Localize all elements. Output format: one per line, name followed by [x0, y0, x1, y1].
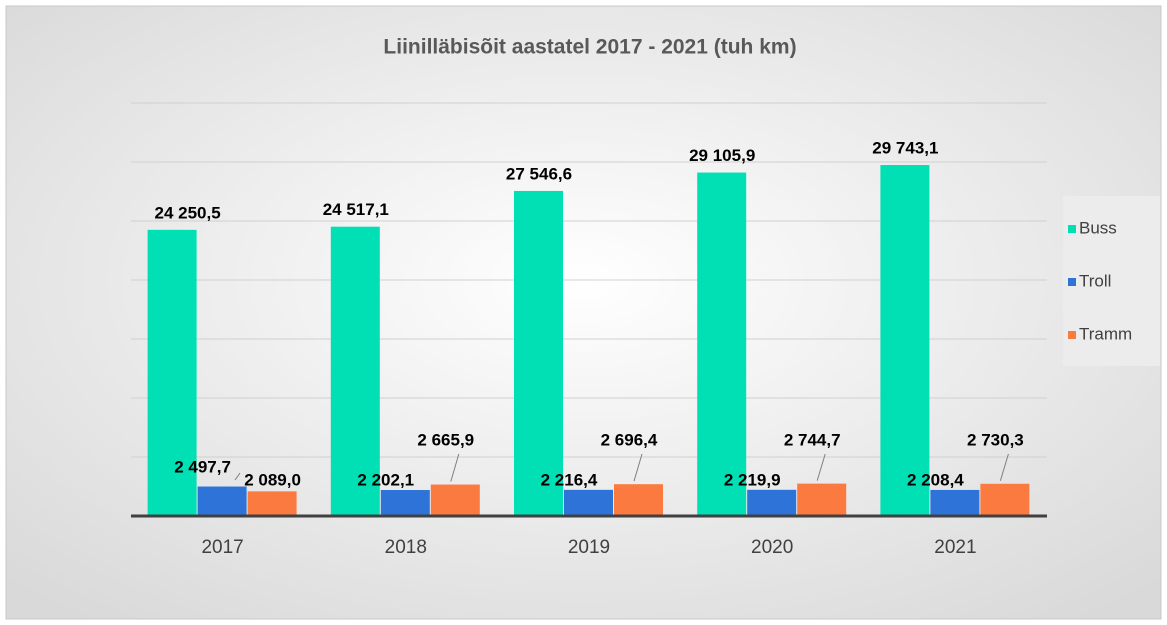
bar [697, 172, 747, 516]
legend-swatch [1068, 331, 1076, 339]
x-tick-label: 2019 [568, 537, 610, 558]
data-label: 29 105,9 [689, 146, 755, 165]
data-label: 2 089,0 [244, 470, 301, 489]
bar [980, 483, 1030, 516]
legend-label: Tramm [1079, 324, 1132, 343]
data-label: 29 743,1 [872, 139, 938, 158]
data-label: 2 497,7 [174, 457, 231, 476]
bar [614, 484, 663, 516]
bar [564, 489, 613, 516]
x-tick-label: 2017 [201, 537, 243, 558]
data-label: 2 744,7 [784, 430, 841, 449]
bar [930, 489, 980, 516]
data-label: 24 517,1 [323, 200, 389, 219]
data-label: 2 208,4 [907, 470, 964, 489]
legend-label: Buss [1079, 218, 1117, 237]
x-tick-label: 2020 [751, 537, 793, 558]
bar [147, 229, 197, 516]
data-label: 2 730,3 [967, 430, 1024, 449]
bar [514, 190, 563, 516]
bar [880, 165, 930, 516]
data-label: 2 219,9 [724, 470, 781, 489]
leader-line [816, 453, 826, 481]
legend-swatch [1068, 278, 1076, 286]
bar [197, 486, 247, 516]
x-tick-label: 2018 [385, 537, 427, 558]
legend-box [1063, 196, 1160, 366]
legend-swatch [1068, 225, 1076, 233]
data-label: 24 250,5 [155, 203, 221, 222]
bar [330, 226, 380, 516]
x-tick-label: 2021 [934, 537, 976, 558]
bar [797, 483, 847, 516]
data-label: 2 665,9 [417, 430, 474, 449]
bar [747, 489, 797, 516]
chart-title: Liinilläbisõit aastatel 2017 - 2021 (tuh… [383, 36, 796, 59]
data-label: 27 546,6 [506, 164, 572, 183]
data-label: 2 202,1 [357, 470, 414, 489]
leader-line [450, 453, 460, 482]
data-label: 2 216,4 [541, 470, 598, 489]
leader-line [234, 472, 241, 481]
bar [247, 491, 297, 516]
legend-label: Troll [1079, 271, 1111, 290]
leader-line [633, 453, 643, 482]
leader-line [999, 453, 1009, 481]
bar [430, 484, 480, 516]
data-label: 2 696,4 [601, 430, 658, 449]
bar [380, 490, 430, 516]
